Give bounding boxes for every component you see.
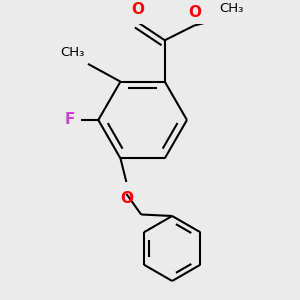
Text: CH₃: CH₃	[61, 46, 85, 59]
Text: F: F	[65, 112, 75, 128]
Text: O: O	[120, 191, 133, 206]
Text: O: O	[188, 4, 201, 20]
Text: CH₃: CH₃	[219, 2, 244, 15]
Text: O: O	[132, 2, 145, 16]
